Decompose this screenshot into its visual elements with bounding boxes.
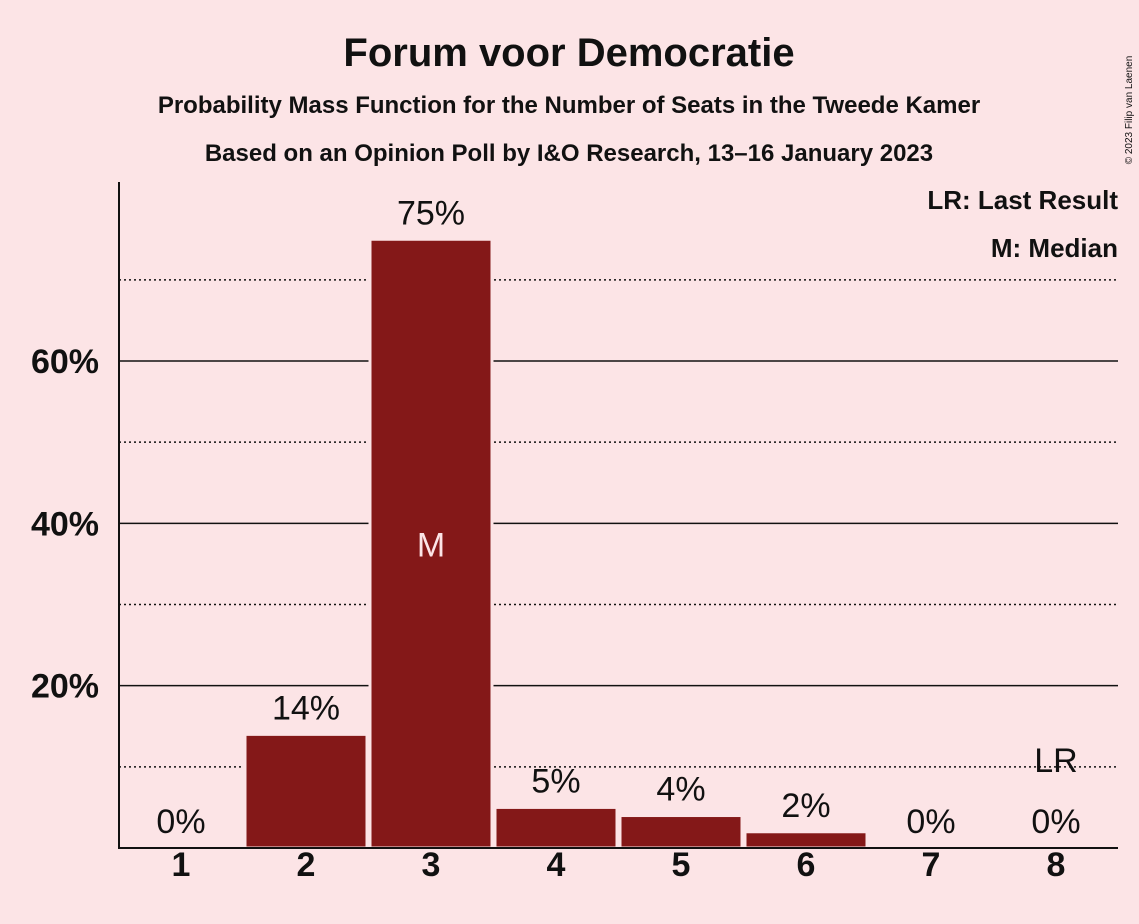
y-tick-label: 40%: [31, 505, 99, 543]
chart-subtitle-source: Based on an Opinion Poll by I&O Research…: [205, 140, 933, 167]
legend-last-result: LR: Last Result: [927, 185, 1118, 215]
legend-median: M: Median: [991, 233, 1118, 263]
x-tick-label: 3: [422, 846, 441, 884]
x-tick-label: 2: [297, 846, 316, 884]
last-result-marker: LR: [1034, 742, 1077, 780]
data-label: 14%: [272, 689, 340, 727]
x-tick-label: 8: [1047, 846, 1066, 884]
plot-area: 20% 40% 60% 1 2 3 4 5 6 7 8 0% 14% 75% 5% 4% 2% 0% 0% M LR: [31, 182, 1118, 884]
data-label: 5%: [531, 762, 580, 800]
data-label: 0%: [1031, 803, 1080, 841]
y-tick-label: 60%: [31, 343, 99, 381]
data-label: 0%: [906, 803, 955, 841]
x-tick-label: 5: [672, 846, 691, 884]
bar-seats-3: [368, 237, 494, 850]
chart-subtitle: Probability Mass Function for the Number…: [158, 92, 980, 119]
bar-seats-4: [493, 805, 619, 850]
data-label: 2%: [781, 787, 830, 825]
bar-seats-5: [618, 814, 744, 850]
data-label: 75%: [397, 194, 465, 232]
x-tick-label: 7: [922, 846, 941, 884]
y-tick-label: 20%: [31, 668, 99, 706]
data-label: 4%: [656, 771, 705, 809]
chart-title: Forum voor Democratie: [343, 31, 794, 75]
x-tick-label: 1: [172, 846, 191, 884]
x-tick-label: 6: [797, 846, 816, 884]
copyright-notice: © 2023 Filip van Laenen: [1124, 56, 1135, 165]
data-label: 0%: [156, 803, 205, 841]
bar-seats-2: [243, 732, 369, 850]
x-tick-label: 4: [547, 846, 566, 884]
median-marker: M: [417, 527, 445, 565]
